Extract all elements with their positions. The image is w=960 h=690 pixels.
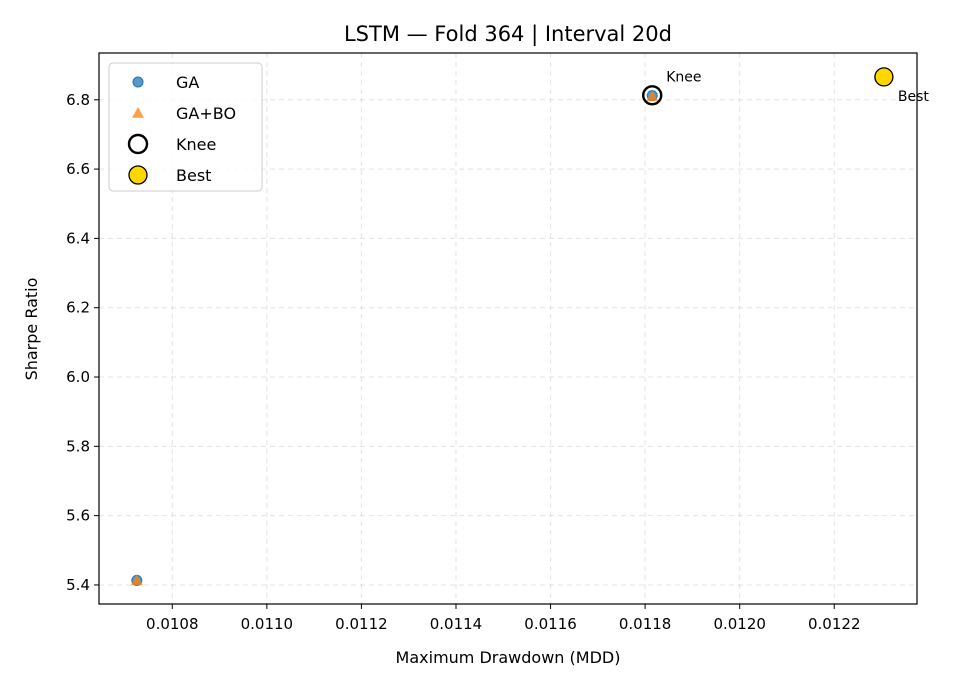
x-tick-label: 0.0118 xyxy=(619,615,672,633)
y-axis-ticks: 5.4 5.6 5.8 6.0 6.2 6.4 6.6 6.8 xyxy=(66,91,99,594)
y-tick-label: 6.4 xyxy=(66,229,90,247)
y-tick-label: 6.8 xyxy=(66,91,90,109)
legend-box xyxy=(108,62,263,192)
legend-marker-best xyxy=(128,165,148,185)
y-tick-label: 6.2 xyxy=(66,299,90,317)
y-tick-label: 6.0 xyxy=(66,368,90,386)
legend-marker-ga-bo xyxy=(132,107,144,118)
ga-bo-point xyxy=(646,90,659,102)
legend-label: Knee xyxy=(176,135,216,154)
annotations: Knee Best xyxy=(666,69,929,105)
x-tick-label: 0.0110 xyxy=(241,615,294,633)
knee-point xyxy=(642,85,663,106)
y-tick-label: 6.6 xyxy=(66,160,90,178)
data-points xyxy=(130,67,894,586)
best-point xyxy=(874,67,894,87)
x-tick-label: 0.0120 xyxy=(713,615,766,633)
legend-label: Best xyxy=(176,166,211,185)
ga-bo-point xyxy=(130,574,143,586)
annotation-label: Best xyxy=(898,89,930,105)
x-tick-label: 0.0116 xyxy=(524,615,577,633)
x-axis-label: Maximum Drawdown (MDD) xyxy=(396,648,621,667)
legend-marker-knee xyxy=(127,133,149,155)
legend-label: GA xyxy=(176,73,199,92)
y-tick-label: 5.4 xyxy=(66,576,90,594)
y-axis-label: Sharpe Ratio xyxy=(22,278,41,381)
x-axis-ticks: 0.0108 0.0110 0.0112 0.0114 0.0116 0.0118 0.01… xyxy=(146,604,861,633)
y-tick-label: 5.6 xyxy=(66,507,90,525)
legend-marker-ga xyxy=(132,76,144,88)
legend-label: GA+BO xyxy=(176,104,236,123)
legend: GA GA+BO Knee Best xyxy=(108,62,263,192)
plot-frame xyxy=(98,52,918,605)
y-tick-label: 5.8 xyxy=(66,437,90,455)
chart-title: LSTM — Fold 364 | Interval 20d xyxy=(344,22,672,47)
annotation-label: Knee xyxy=(666,69,701,85)
x-tick-label: 0.0108 xyxy=(146,615,199,633)
x-tick-label: 0.0114 xyxy=(430,615,483,633)
x-tick-label: 0.0112 xyxy=(335,615,388,633)
x-tick-label: 0.0122 xyxy=(808,615,861,633)
